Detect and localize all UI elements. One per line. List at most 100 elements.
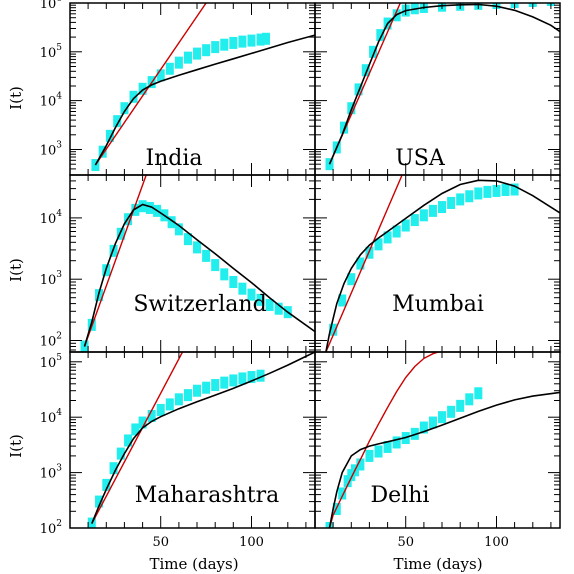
data-point [174,56,183,69]
data-point [356,257,365,270]
data-point [274,302,283,315]
data-point [376,29,385,42]
data-point [229,276,238,289]
data-point [343,475,352,488]
model-curve-maharashtra [91,352,315,524]
data-point [105,129,114,142]
data-point [220,268,229,281]
data-point [167,216,176,229]
y-tick-label-exponent: 3 [56,464,62,474]
y-tick-label-base: 10 [40,46,57,61]
y-tick-label: 102 [40,332,62,350]
y-tick-label-exponent: 4 [56,209,62,219]
data-point [374,238,383,251]
y-tick-label: 105 [40,353,63,371]
data-point [165,62,174,75]
model-curve-usa [328,3,560,165]
y-axis-title-row-2: I(t) [7,258,25,282]
data-point [109,462,118,475]
y-tick-label-base: 10 [40,467,57,482]
data-points-mumbai [329,183,519,336]
y-axis-title-row-3: I(t) [7,434,25,458]
y-ticks-delhi [315,361,560,529]
data-point [129,90,138,103]
data-point [165,398,174,411]
y-tick-label: 103 [40,270,63,288]
data-point [474,187,483,200]
data-point [474,387,483,400]
panel-frame-delhi [314,351,561,529]
y-tick-label-base: 10 [40,335,57,350]
panel-delhi: 50 100 Delhi [314,351,561,550]
data-point [229,374,238,387]
x-ticks-switzerland [87,175,307,352]
exponential-curve-mumbai [325,175,403,352]
data-point [211,259,220,272]
data-point [193,241,202,254]
data-point [145,201,154,214]
x-ticks-maharashtra [87,352,307,528]
data-point [329,323,338,336]
data-point [483,185,492,198]
x-axis-title-left: Time (days) [149,555,238,573]
data-point [138,200,147,213]
x-tick-label: 50 [152,535,169,550]
y-tick-label: 102 [40,519,62,537]
data-point [262,32,270,45]
data-point [211,379,220,392]
y-tick-label-base: 10 [40,273,57,288]
data-point [465,393,474,406]
data-point [238,282,247,295]
data-point [392,225,401,238]
data-point [220,376,229,389]
data-point [138,416,147,429]
x-tick-label: 100 [484,535,509,550]
x-axis-title-right: Time (days) [393,555,482,573]
data-point [95,495,104,508]
data-point [116,447,125,460]
data-point [256,293,265,306]
y-tick-label: 106 [40,0,63,12]
y-tick-label-exponent: 3 [56,270,62,280]
data-point [447,196,456,209]
data-point [174,393,183,406]
data-point [193,384,202,397]
data-point [428,204,437,217]
y-tick-label-exponent: 2 [56,332,62,342]
data-point [465,190,474,203]
data-point [365,449,374,462]
y-axis-title-row-1: I(t) [7,86,25,110]
data-point [211,41,220,54]
y-tick-label-exponent: 6 [56,0,62,4]
panel-label-switzerland: Switzerland [133,292,266,317]
model-curve-mumbai [325,179,560,352]
data-point [383,231,392,244]
data-point [193,47,202,60]
data-point [147,409,156,422]
data-point [438,411,447,424]
data-point [265,298,274,311]
data-point [102,478,111,491]
data-point [419,209,428,222]
y-tick-label-base: 10 [40,212,57,227]
y-ticks-mumbai [315,174,560,351]
data-point [156,69,165,82]
data-point [183,51,192,64]
data-point [419,421,428,434]
data-point [156,403,165,416]
y-tick-label-base: 10 [40,411,57,426]
panel-frame-mumbai [314,174,561,353]
panels: 103104105106IndiaUSA102103104Switzerland… [40,0,561,550]
y-ticks-maharashtra [70,361,315,529]
data-point [124,434,133,447]
data-point [392,436,401,449]
data-point [131,423,140,436]
x-ticks-usa [332,3,552,175]
y-tick-label-base: 10 [40,0,57,12]
data-point [247,288,256,301]
exponential-curve-india [94,3,207,166]
y-tick-label: 103 [40,140,63,158]
